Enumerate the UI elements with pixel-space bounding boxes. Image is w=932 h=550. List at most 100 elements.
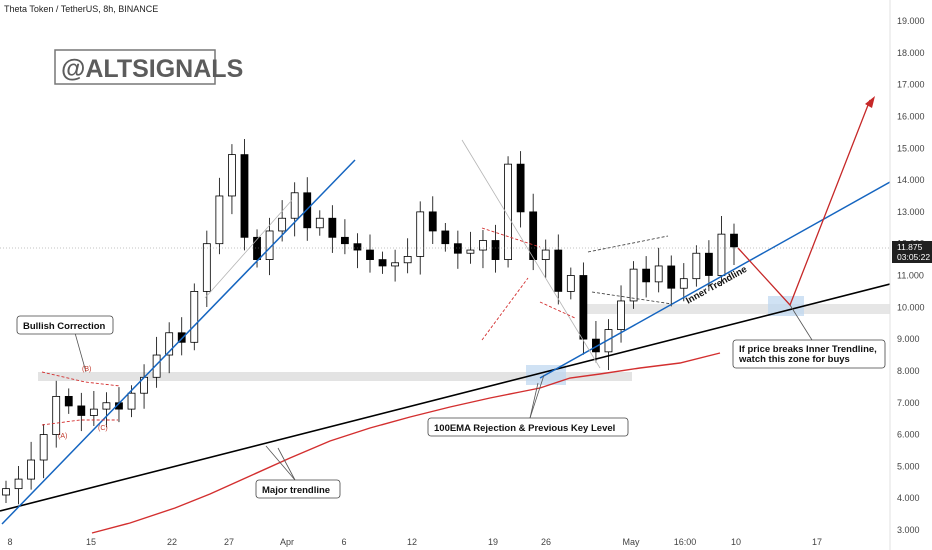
y-tick-label: 5.000 <box>897 461 920 471</box>
candle-body <box>315 217 324 229</box>
watermark-text: @ALTSIGNALS <box>61 55 243 83</box>
candle-body <box>228 154 236 197</box>
candle-body <box>2 488 10 496</box>
wave-a-label: (A) <box>58 433 67 440</box>
pointer-ema-a <box>529 382 539 419</box>
buy-zone <box>580 304 890 314</box>
candle-body <box>529 211 538 260</box>
candle-body <box>165 332 174 356</box>
candle-body <box>328 217 337 238</box>
pointer-major-b <box>277 447 296 481</box>
zone-note-line2: watch this zone for buys <box>738 354 850 365</box>
candle-body <box>491 240 500 260</box>
candle-body <box>704 252 713 276</box>
flag-dashes-bottom <box>591 291 673 305</box>
candle-body <box>541 249 550 260</box>
major-trendline <box>0 283 891 512</box>
candle-body <box>391 262 400 267</box>
pointer-bullish <box>74 332 87 373</box>
zone-note-box <box>732 339 886 369</box>
x-tick-label: 19 <box>488 537 498 547</box>
candle-body <box>466 249 475 254</box>
candle-body <box>240 154 249 238</box>
wave-b-label: (B) <box>82 366 91 373</box>
candle-body <box>554 249 563 292</box>
candle-body <box>290 192 299 219</box>
candle-body <box>717 233 726 276</box>
candle-body <box>453 243 462 254</box>
projection-arrowhead <box>865 96 875 108</box>
candle-body <box>366 249 374 260</box>
x-axis-ticks: 8 15 22 27 Apr 6 12 19 26 May 16:00 10 17 <box>7 537 822 547</box>
y-tick-label: 7.000 <box>897 398 920 408</box>
candle-body <box>177 332 186 343</box>
guide-line-1 <box>204 199 293 299</box>
candle-body <box>441 230 450 245</box>
major-trendline-box <box>255 479 341 499</box>
y-axis-ticks: 19.000 18.000 17.000 16.000 15.000 14.000 13.0… <box>897 16 925 535</box>
support-zone <box>38 372 632 381</box>
y-tick-label: 4.000 <box>897 493 920 503</box>
candle-body <box>102 402 111 410</box>
x-tick-label: 27 <box>224 537 234 547</box>
y-tick-label: 14.000 <box>897 175 925 185</box>
major-trendline-label: Major trendline <box>262 485 330 496</box>
y-tick-label: 9.000 <box>897 334 920 344</box>
correction-dashes-5 <box>539 301 576 319</box>
candle-body <box>579 275 588 340</box>
y-tick-label: 8.000 <box>897 366 920 376</box>
y-tick-label: 18.000 <box>897 48 925 58</box>
candle-body <box>428 211 437 232</box>
y-tick-label: 11.000 <box>897 271 924 281</box>
candle-body <box>353 243 362 251</box>
x-tick-label: 8 <box>7 537 12 547</box>
flag-dashes-top <box>587 235 669 253</box>
projection-path <box>737 99 871 307</box>
candle-body <box>403 256 412 264</box>
candle-body <box>378 259 387 267</box>
candle-body <box>190 291 199 343</box>
guide-line-2 <box>461 139 601 369</box>
candle-body <box>617 300 625 330</box>
candle-body <box>253 236 261 260</box>
candle-body <box>14 478 23 490</box>
x-tick-label: 26 <box>541 537 551 547</box>
candle-body <box>215 195 224 245</box>
zone-note-line1: If price breaks Inner Trendline, <box>739 344 877 355</box>
y-tick-label: 15.000 <box>897 143 925 153</box>
wave-c-label: (C) <box>98 425 108 432</box>
correction-dashes-3 <box>481 227 541 248</box>
y-tick-label: 3.000 <box>897 525 920 535</box>
correction-dashes-2 <box>41 419 118 426</box>
candle-body <box>64 395 73 407</box>
blue-trendline-left <box>1 159 356 525</box>
candle-body <box>730 233 738 248</box>
candle-body <box>416 211 425 257</box>
candle-body <box>642 268 651 283</box>
candle-body <box>566 275 575 292</box>
candle-body <box>654 265 663 283</box>
correction-dashes-4 <box>481 277 529 341</box>
candles <box>2 139 738 505</box>
y-tick-label: 17.000 <box>897 80 925 90</box>
candle-body <box>629 268 638 302</box>
candle-body <box>39 434 48 461</box>
ema-100-line <box>91 352 721 534</box>
correction-dashes-1 <box>41 371 121 387</box>
x-tick-label: 22 <box>167 537 177 547</box>
last-price-value: 11.875 <box>897 242 923 252</box>
buy-zone-highlight <box>768 296 804 316</box>
candle-body <box>679 278 688 289</box>
inner-trendline <box>539 181 891 379</box>
ema-rejection-label: 100EMA Rejection & Previous Key Level <box>434 423 615 434</box>
candle-body <box>278 217 287 232</box>
candle-body <box>479 240 487 251</box>
y-tick-label: 13.000 <box>897 207 925 217</box>
watermark-box <box>54 49 216 85</box>
x-tick-label: 16:00 <box>674 537 697 547</box>
candle-body <box>504 163 512 260</box>
last-price-tag <box>892 241 932 263</box>
x-tick-label: 6 <box>341 537 346 547</box>
pointer-ema-b <box>529 374 545 419</box>
